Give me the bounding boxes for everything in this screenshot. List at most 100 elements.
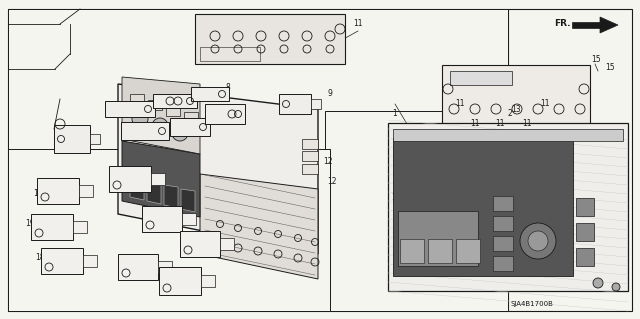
- Bar: [576, 248, 594, 266]
- Text: 21: 21: [167, 286, 177, 295]
- Bar: [200, 47, 260, 61]
- Text: 22: 22: [143, 217, 153, 226]
- Text: 3: 3: [145, 122, 150, 131]
- Bar: [576, 198, 594, 216]
- Bar: [142, 206, 182, 232]
- Text: 16: 16: [33, 189, 43, 198]
- Bar: [73, 221, 87, 233]
- Bar: [201, 275, 215, 287]
- Bar: [166, 106, 180, 116]
- Text: AUTO: AUTO: [47, 186, 61, 190]
- Text: 19: 19: [25, 219, 35, 228]
- Polygon shape: [147, 181, 161, 204]
- Bar: [37, 178, 79, 204]
- Bar: [428, 239, 452, 263]
- Bar: [493, 236, 513, 251]
- Bar: [279, 94, 311, 114]
- Circle shape: [593, 278, 603, 288]
- Text: AUTO o: AUTO o: [131, 127, 151, 131]
- Bar: [83, 255, 97, 267]
- Bar: [121, 122, 169, 140]
- Polygon shape: [195, 14, 345, 64]
- Bar: [393, 138, 573, 276]
- Text: 11: 11: [455, 100, 465, 108]
- Bar: [302, 151, 318, 161]
- Text: 12: 12: [323, 157, 333, 166]
- Bar: [79, 185, 93, 197]
- Text: 23: 23: [117, 259, 127, 269]
- Circle shape: [520, 223, 556, 259]
- Text: 14: 14: [391, 192, 401, 202]
- Bar: [493, 216, 513, 231]
- Text: 8: 8: [226, 83, 230, 92]
- Text: 2: 2: [508, 109, 513, 118]
- Polygon shape: [8, 149, 330, 311]
- Bar: [493, 256, 513, 271]
- Bar: [184, 112, 198, 122]
- Text: 9: 9: [328, 90, 332, 99]
- Bar: [576, 223, 594, 241]
- Text: 11: 11: [540, 100, 550, 108]
- Text: 13: 13: [511, 105, 521, 114]
- Circle shape: [612, 283, 620, 291]
- Circle shape: [528, 231, 548, 251]
- Polygon shape: [130, 177, 144, 200]
- Text: ❅: ❅: [196, 236, 204, 246]
- Bar: [180, 231, 220, 257]
- Text: SJA4B1700B: SJA4B1700B: [511, 301, 554, 307]
- Text: 17: 17: [110, 174, 120, 183]
- Bar: [456, 239, 480, 263]
- Bar: [148, 100, 162, 110]
- Text: 1: 1: [392, 109, 397, 118]
- Text: 15: 15: [605, 63, 615, 71]
- Polygon shape: [122, 141, 200, 217]
- Bar: [393, 129, 623, 141]
- Text: OFF: OFF: [121, 174, 131, 179]
- Polygon shape: [122, 77, 200, 154]
- Circle shape: [172, 125, 188, 141]
- Text: 7: 7: [241, 109, 245, 118]
- Text: 11: 11: [522, 120, 532, 129]
- Text: 15: 15: [591, 55, 601, 63]
- Text: 6: 6: [173, 90, 177, 99]
- Bar: [508, 9, 632, 311]
- Circle shape: [132, 111, 148, 127]
- Bar: [170, 118, 210, 136]
- Polygon shape: [8, 9, 508, 311]
- Bar: [130, 94, 144, 104]
- Bar: [220, 238, 234, 250]
- Text: FR.: FR.: [554, 19, 570, 28]
- Bar: [311, 99, 321, 109]
- Bar: [118, 254, 158, 280]
- Text: 5: 5: [127, 99, 132, 108]
- Bar: [398, 211, 478, 266]
- Bar: [109, 166, 151, 192]
- Bar: [302, 164, 318, 174]
- Bar: [159, 267, 201, 295]
- Bar: [105, 101, 155, 117]
- Polygon shape: [164, 185, 178, 208]
- Bar: [182, 213, 196, 225]
- Text: 20: 20: [220, 247, 230, 256]
- Bar: [158, 261, 172, 273]
- Text: 11: 11: [353, 19, 363, 28]
- Bar: [31, 214, 73, 240]
- Text: 4: 4: [193, 137, 197, 146]
- Bar: [41, 248, 83, 274]
- Circle shape: [152, 118, 168, 134]
- Bar: [388, 123, 628, 291]
- Text: 11: 11: [470, 120, 480, 129]
- Bar: [325, 111, 508, 311]
- Bar: [302, 139, 318, 149]
- Bar: [153, 94, 197, 108]
- Bar: [450, 71, 512, 85]
- Bar: [90, 134, 100, 144]
- Polygon shape: [200, 174, 318, 279]
- Bar: [442, 65, 590, 127]
- Bar: [400, 239, 424, 263]
- Bar: [151, 173, 165, 185]
- Text: 10: 10: [63, 137, 73, 145]
- Text: 12: 12: [327, 176, 337, 186]
- Polygon shape: [118, 84, 318, 254]
- Text: OFF: OFF: [180, 122, 191, 128]
